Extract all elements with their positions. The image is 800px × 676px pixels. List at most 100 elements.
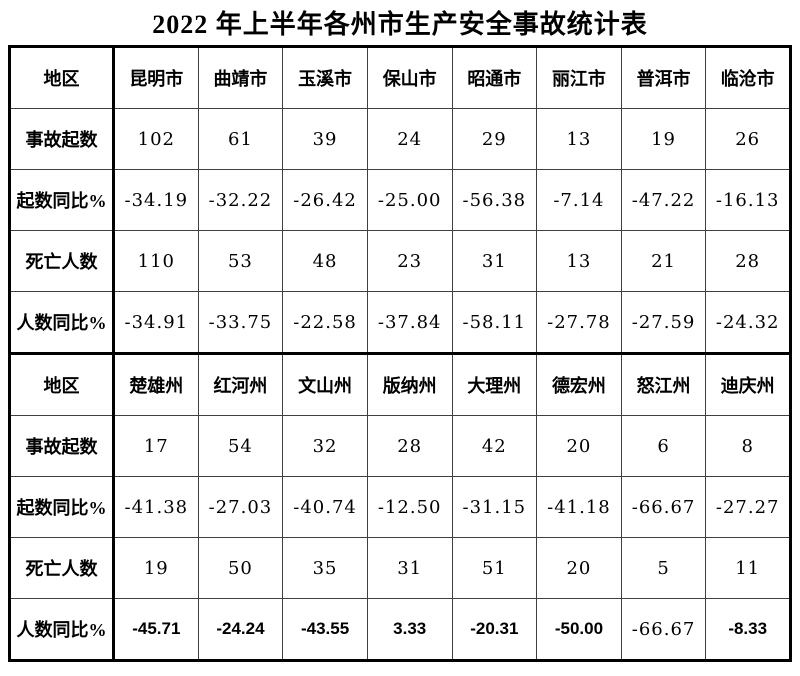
value-cell: 26: [705, 108, 791, 170]
region-header-cell: 德宏州: [536, 352, 622, 416]
value-cell: 53: [197, 230, 284, 292]
table-row-accidents-yoy-1: 起数同比% -34.19 -32.22 -26.42 -25.00 -56.38…: [9, 169, 791, 231]
value-cell: 8: [705, 415, 791, 477]
region-header-cell: 丽江市: [536, 46, 622, 109]
region-header-cell: 红河州: [197, 352, 284, 416]
region-header-cell: 怒江州: [620, 352, 707, 416]
row-label-cell: 事故起数: [9, 108, 115, 170]
value-cell: 110: [113, 230, 199, 292]
value-cell: 17: [113, 415, 199, 477]
table-row-deaths-yoy-1: 人数同比% -34.91 -33.75 -22.58 -37.84 -58.11…: [9, 291, 791, 354]
value-cell: 31: [451, 230, 538, 292]
table-row-regions-2: 地区 楚雄州 红河州 文山州 版纳州 大理州 德宏州 怒江州 迪庆州: [9, 352, 791, 416]
value-cell: -12.50: [366, 476, 453, 538]
value-cell: 32: [282, 415, 368, 477]
table-row-accidents-yoy-2: 起数同比% -41.38 -27.03 -40.74 -12.50 -31.15…: [9, 476, 791, 538]
value-cell: -24.32: [705, 291, 791, 354]
table-row-deaths-yoy-2: 人数同比% -45.71 -24.24 -43.55 3.33 -20.31 -…: [9, 598, 791, 661]
value-cell: 24: [366, 108, 453, 170]
value-cell: 29: [451, 108, 538, 170]
value-cell: 42: [451, 415, 538, 477]
value-cell: -25.00: [366, 169, 453, 231]
value-cell: -24.24: [197, 598, 284, 661]
value-cell: 48: [282, 230, 368, 292]
value-cell: -56.38: [451, 169, 538, 231]
row-label-cell: 死亡人数: [9, 537, 115, 599]
value-cell: -58.11: [451, 291, 538, 354]
value-cell: -8.33: [705, 598, 791, 661]
table-row-accidents-2: 事故起数 17 54 32 28 42 20 6 8: [9, 415, 791, 477]
region-header-cell: 大理州: [451, 352, 538, 416]
value-cell: -66.67: [620, 476, 707, 538]
value-cell: -45.71: [113, 598, 199, 661]
value-cell: 21: [620, 230, 707, 292]
value-cell: -50.00: [536, 598, 622, 661]
value-cell: 11: [705, 537, 791, 599]
row-label-cell: 地区: [9, 46, 115, 109]
value-cell: 35: [282, 537, 368, 599]
value-cell: -47.22: [620, 169, 707, 231]
value-cell: 102: [113, 108, 199, 170]
value-cell: 20: [536, 537, 622, 599]
value-cell: -16.13: [705, 169, 791, 231]
table-row-regions-1: 地区 昆明市 曲靖市 玉溪市 保山市 昭通市 丽江市 普洱市 临沧市: [9, 46, 791, 109]
value-cell: -26.42: [282, 169, 368, 231]
value-cell: 19: [620, 108, 707, 170]
value-cell: -27.03: [197, 476, 284, 538]
value-cell: -27.59: [620, 291, 707, 354]
value-cell: -34.91: [113, 291, 199, 354]
region-header-cell: 普洱市: [620, 46, 707, 109]
region-header-cell: 文山州: [282, 352, 368, 416]
value-cell: -27.27: [705, 476, 791, 538]
safety-statistics-table: 地区 昆明市 曲靖市 玉溪市 保山市 昭通市 丽江市 普洱市 临沧市 事故起数 …: [8, 45, 792, 662]
table-title: 2022 年上半年各州市生产安全事故统计表: [152, 10, 648, 39]
row-label-cell: 死亡人数: [9, 230, 115, 292]
row-label-cell: 事故起数: [9, 415, 115, 477]
row-label-cell: 起数同比%: [9, 169, 115, 231]
value-cell: -31.15: [451, 476, 538, 538]
value-cell: 31: [366, 537, 453, 599]
region-header-cell: 昆明市: [113, 46, 199, 109]
value-cell: 39: [282, 108, 368, 170]
region-header-cell: 曲靖市: [197, 46, 284, 109]
region-header-cell: 楚雄州: [113, 352, 199, 416]
table-row-deaths-2: 死亡人数 19 50 35 31 51 20 5 11: [9, 537, 791, 599]
value-cell: 23: [366, 230, 453, 292]
region-header-cell: 保山市: [366, 46, 453, 109]
row-label-cell: 人数同比%: [9, 291, 115, 354]
table-row-accidents-1: 事故起数 102 61 39 24 29 13 19 26: [9, 108, 791, 170]
region-header-cell: 版纳州: [366, 352, 453, 416]
region-header-cell: 临沧市: [705, 46, 791, 109]
value-cell: 61: [197, 108, 284, 170]
value-cell: -7.14: [536, 169, 622, 231]
value-cell: -41.18: [536, 476, 622, 538]
value-cell: -66.67: [620, 598, 707, 661]
value-cell: 13: [536, 108, 622, 170]
value-cell: 54: [197, 415, 284, 477]
value-cell: 3.33: [366, 598, 453, 661]
value-cell: -33.75: [197, 291, 284, 354]
value-cell: 51: [451, 537, 538, 599]
value-cell: -22.58: [282, 291, 368, 354]
value-cell: 28: [366, 415, 453, 477]
value-cell: 50: [197, 537, 284, 599]
value-cell: 5: [620, 537, 707, 599]
row-label-cell: 地区: [9, 352, 115, 416]
value-cell: 13: [536, 230, 622, 292]
value-cell: -27.78: [536, 291, 622, 354]
region-header-cell: 迪庆州: [705, 352, 791, 416]
value-cell: 6: [620, 415, 707, 477]
value-cell: -32.22: [197, 169, 284, 231]
row-label-cell: 人数同比%: [9, 598, 115, 661]
region-header-cell: 昭通市: [451, 46, 538, 109]
value-cell: -20.31: [451, 598, 538, 661]
value-cell: -43.55: [282, 598, 368, 661]
value-cell: 19: [113, 537, 199, 599]
region-header-cell: 玉溪市: [282, 46, 368, 109]
value-cell: 28: [705, 230, 791, 292]
value-cell: -40.74: [282, 476, 368, 538]
value-cell: -37.84: [366, 291, 453, 354]
value-cell: -34.19: [113, 169, 199, 231]
row-label-cell: 起数同比%: [9, 476, 115, 538]
